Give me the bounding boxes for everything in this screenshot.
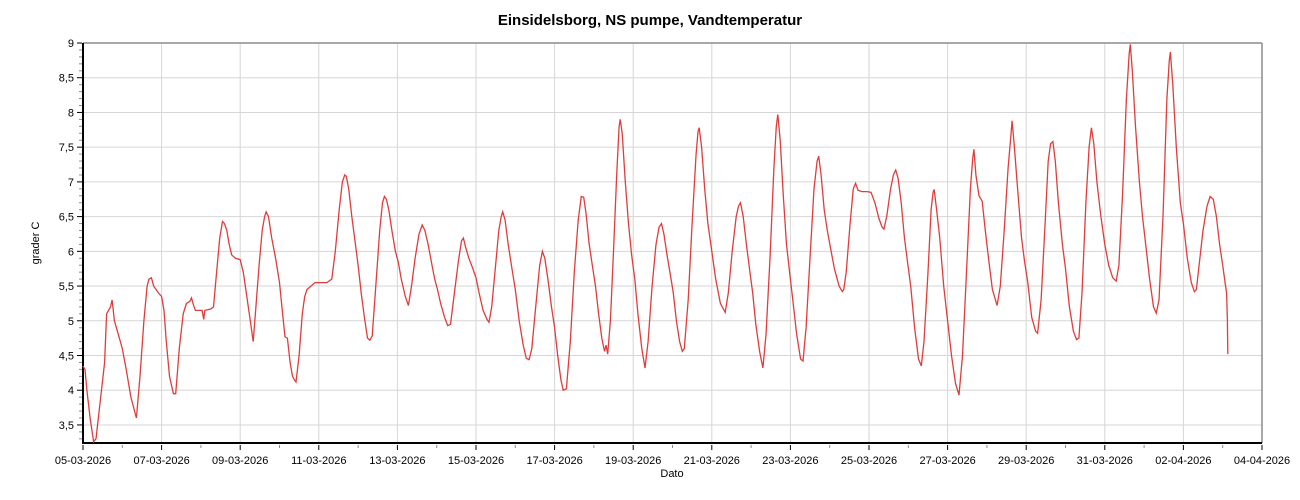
y-tick-label: 6 xyxy=(68,246,74,258)
y-tick-label: 7 xyxy=(68,177,74,189)
y-tick-label: 4 xyxy=(68,385,74,397)
x-tick-label: 09-03-2026 xyxy=(212,455,268,467)
y-tick-label: 4,5 xyxy=(59,351,74,363)
chart-title: Einsidelsborg, NS pumpe, Vandtemperatur xyxy=(497,12,803,29)
y-tick-label: 8,5 xyxy=(59,73,74,85)
x-tick-label: 29-03-2026 xyxy=(998,455,1054,467)
x-tick-label: 15-03-2026 xyxy=(448,455,504,467)
y-tick-label: 5 xyxy=(68,316,74,328)
y-axis-label: grader C xyxy=(30,221,42,265)
x-tick-label: 04-04-2026 xyxy=(1234,455,1290,467)
y-tick-label: 8 xyxy=(68,107,74,119)
x-tick-label: 27-03-2026 xyxy=(919,455,975,467)
x-tick-label: 07-03-2026 xyxy=(133,455,189,467)
y-tick-label: 6,5 xyxy=(59,212,74,224)
y-tick-label: 9 xyxy=(68,38,74,50)
x-tick-label: 19-03-2026 xyxy=(605,455,661,467)
y-tick-label: 3,5 xyxy=(59,420,74,432)
x-tick-label: 25-03-2026 xyxy=(841,455,897,467)
x-tick-label: 17-03-2026 xyxy=(526,455,582,467)
x-tick-label: 21-03-2026 xyxy=(684,455,740,467)
x-axis-label: Dato xyxy=(660,468,684,480)
x-tick-label: 11-03-2026 xyxy=(291,455,346,467)
temperature-line xyxy=(82,44,1229,444)
x-tick-label: 23-03-2026 xyxy=(762,455,818,467)
x-tick-label: 02-04-2026 xyxy=(1155,455,1211,467)
y-tick-label: 7,5 xyxy=(59,142,74,154)
x-tick-label: 13-03-2026 xyxy=(369,455,425,467)
x-tick-label: 31-03-2026 xyxy=(1077,455,1133,467)
y-tick-label: 5,5 xyxy=(59,281,74,293)
x-tick-label: 05-03-2026 xyxy=(55,455,111,467)
